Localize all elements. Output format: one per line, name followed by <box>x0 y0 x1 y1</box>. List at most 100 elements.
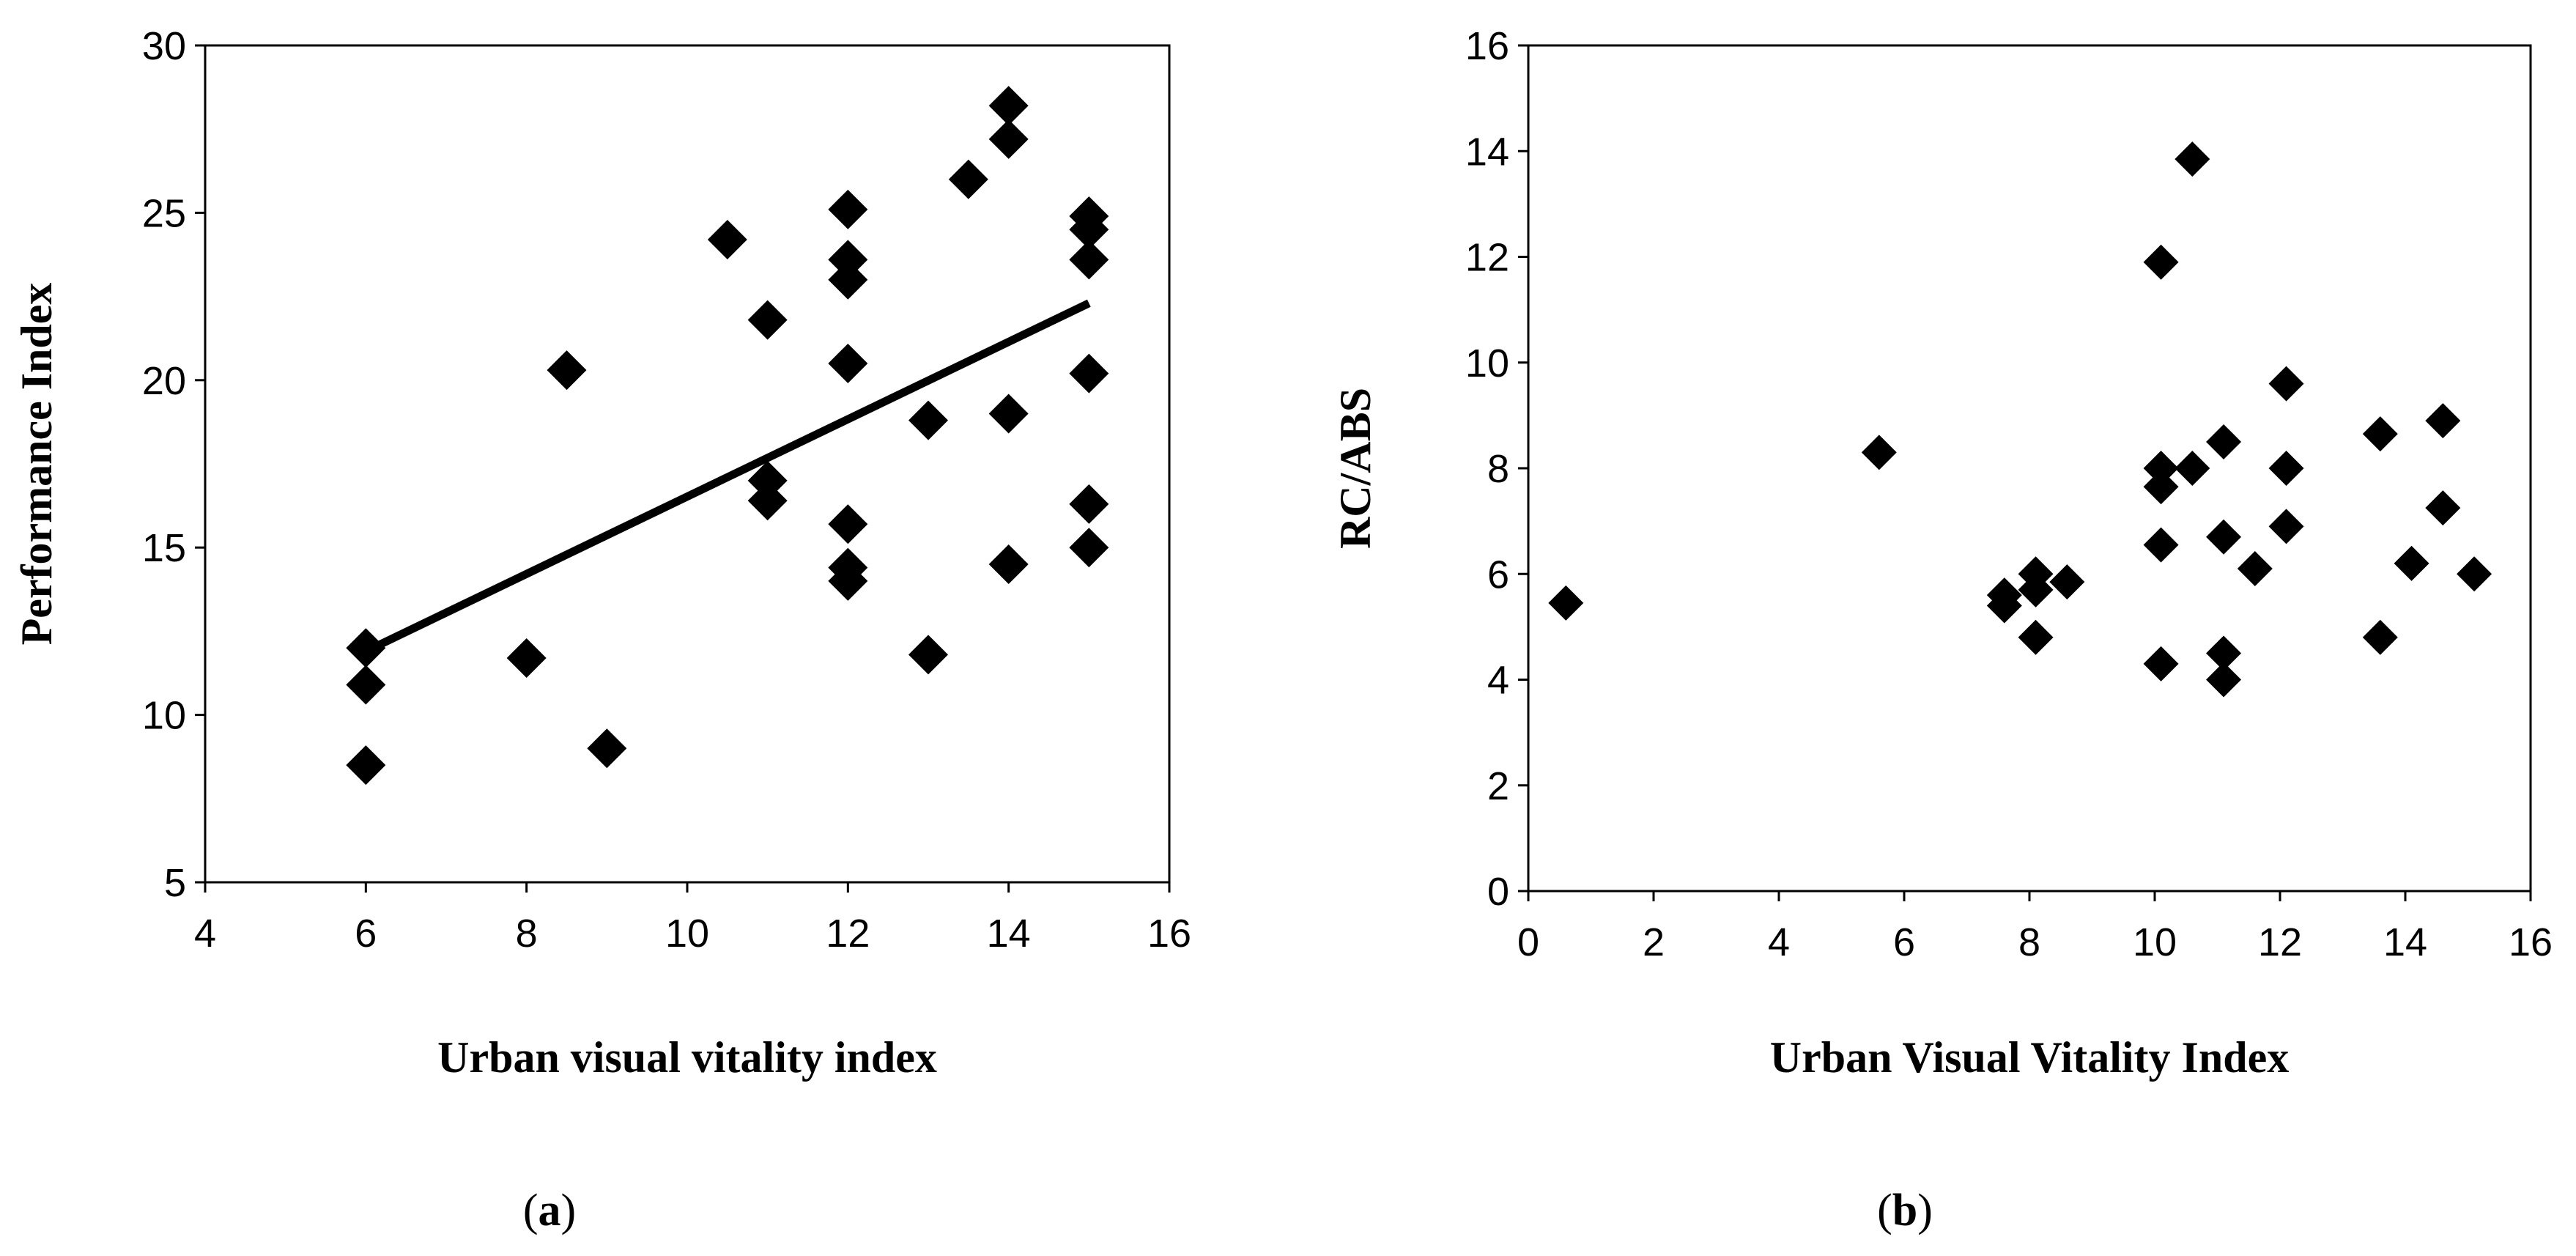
x-tick-label: 8 <box>2018 920 2040 964</box>
data-point <box>2206 519 2242 555</box>
y-tick-label: 5 <box>164 861 186 905</box>
x-tick-label: 16 <box>2509 920 2553 964</box>
data-point <box>988 86 1029 126</box>
data-point <box>828 259 868 300</box>
x-tick-label: 8 <box>516 912 538 956</box>
y-tick-label: 8 <box>1487 447 1509 491</box>
x-tick-label: 4 <box>194 912 216 956</box>
x-tick-label: 4 <box>1768 920 1790 964</box>
data-point <box>707 219 747 259</box>
data-point <box>828 189 868 229</box>
y-tick-label: 30 <box>142 24 186 68</box>
data-point <box>988 544 1029 585</box>
x-tick-label: 6 <box>1893 920 1915 964</box>
data-point <box>1069 484 1109 524</box>
data-point <box>346 628 386 668</box>
y-tick-label: 16 <box>1465 24 1509 68</box>
x-tick-label: 14 <box>987 912 1031 956</box>
data-point <box>828 561 868 601</box>
data-point <box>828 504 868 544</box>
x-tick-label: 6 <box>355 912 377 956</box>
data-point <box>346 665 386 705</box>
data-point <box>587 728 627 769</box>
y-tick-label: 10 <box>1465 341 1509 385</box>
y-axis-ticks: 0 2 4 6 8 10 12 14 16 <box>1465 24 1528 914</box>
x-tick-label: 12 <box>2258 920 2302 964</box>
panel-caption-letter: b <box>1892 1186 1917 1235</box>
data-point <box>1986 588 2022 624</box>
plot-area-frame <box>1527 44 2532 893</box>
data-point <box>2049 564 2085 600</box>
x-axis-title: Urban Visual Vitality Index <box>1770 1033 2290 1082</box>
data-point <box>2206 424 2242 459</box>
x-tick-label: 12 <box>826 912 870 956</box>
data-point <box>747 481 788 521</box>
data-point <box>1861 435 1897 470</box>
y-tick-label: 15 <box>142 526 186 570</box>
plot-area-frame <box>204 44 1171 884</box>
data-point <box>2143 469 2179 505</box>
data-point <box>2457 556 2492 592</box>
x-tick-label: 14 <box>2383 920 2427 964</box>
data-point <box>2018 619 2054 655</box>
panel-caption-b: (b) <box>1877 1186 1933 1235</box>
data-point <box>1069 240 1109 280</box>
data-point <box>988 119 1029 159</box>
x-axis-title: Urban visual vitality index <box>437 1033 937 1082</box>
data-point <box>908 400 948 440</box>
data-point <box>2237 551 2273 587</box>
data-point <box>2362 416 2398 452</box>
x-tick-label: 10 <box>2133 920 2177 964</box>
data-point <box>2143 451 2179 486</box>
y-tick-label: 20 <box>142 359 186 403</box>
data-point <box>2143 646 2179 681</box>
data-point <box>2268 509 2304 544</box>
data-point <box>2206 662 2242 698</box>
data-point <box>908 635 948 675</box>
data-point <box>828 343 868 383</box>
chart-panel-b: 0 2 4 6 8 10 12 14 16 0 2 4 6 8 10 12 14 16 Urban Visual… <box>1331 24 2553 1235</box>
data-point <box>2268 451 2304 486</box>
trendline-group <box>363 299 1091 655</box>
y-tick-label: 0 <box>1487 870 1509 914</box>
data-point <box>2143 244 2179 280</box>
data-point <box>1548 585 1584 621</box>
data-point <box>547 350 587 391</box>
panel-caption-a: (a) <box>523 1186 576 1235</box>
y-tick-label: 6 <box>1487 553 1509 596</box>
data-point <box>2206 635 2242 671</box>
data-point <box>747 460 788 500</box>
y-axis-title: RC/ABS <box>1331 388 1380 549</box>
y-tick-label: 2 <box>1487 764 1509 808</box>
data-point <box>2362 619 2398 655</box>
data-point <box>948 159 988 199</box>
data-point <box>2018 572 2054 607</box>
y-tick-label: 10 <box>142 694 186 738</box>
data-point <box>747 300 788 340</box>
trendline <box>363 299 1091 655</box>
data-point <box>2143 527 2179 563</box>
x-axis-ticks: 0 2 4 6 8 10 12 14 16 <box>1517 891 2553 964</box>
x-tick-label: 16 <box>1147 912 1191 956</box>
data-point <box>2394 545 2429 581</box>
y-tick-label: 4 <box>1487 659 1509 703</box>
data-point <box>2425 490 2461 526</box>
data-points <box>346 86 1109 786</box>
x-axis-ticks: 4 6 8 10 12 14 16 <box>194 882 1191 956</box>
data-point <box>828 240 868 280</box>
x-tick-label: 0 <box>1517 920 1539 964</box>
panel-caption-letter: a <box>538 1186 561 1235</box>
x-tick-label: 2 <box>1643 920 1665 964</box>
data-point <box>2268 366 2304 402</box>
data-point <box>1069 353 1109 394</box>
y-tick-label: 12 <box>1465 236 1509 280</box>
y-axis-ticks: 5 10 15 20 25 30 <box>142 24 205 905</box>
data-points <box>1548 141 2492 698</box>
data-point <box>2175 451 2210 486</box>
data-point <box>1069 210 1109 250</box>
data-point <box>2425 403 2461 439</box>
data-point <box>2175 141 2210 177</box>
y-tick-label: 14 <box>1465 130 1509 174</box>
y-axis-title: Performance Index <box>12 283 61 646</box>
